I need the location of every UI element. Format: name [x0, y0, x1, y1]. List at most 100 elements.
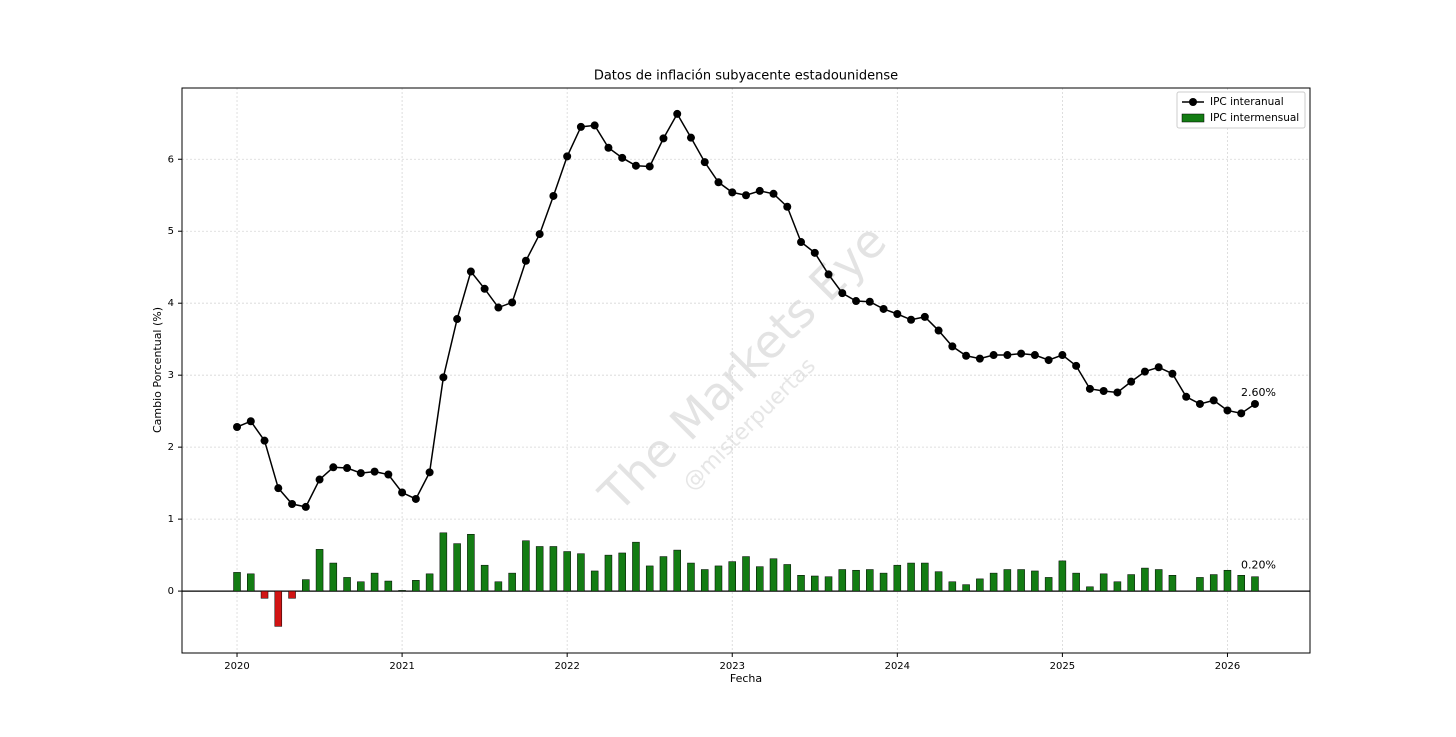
bar — [604, 554, 613, 592]
point — [343, 464, 352, 473]
bar — [673, 549, 681, 592]
point — [1044, 356, 1053, 365]
x-axis-label: Fecha — [730, 672, 762, 685]
point — [1182, 392, 1191, 401]
y-tick-label: 0 — [168, 586, 174, 597]
bar — [549, 546, 558, 592]
bar — [370, 572, 379, 592]
point — [398, 488, 407, 497]
bar — [838, 569, 847, 592]
y-tick-label: 6 — [168, 154, 174, 165]
bar — [1251, 576, 1259, 592]
bar — [233, 572, 241, 592]
legend-box — [1176, 91, 1306, 129]
point — [1154, 363, 1163, 372]
bar — [508, 572, 516, 592]
bar — [425, 573, 434, 592]
bar — [522, 540, 530, 592]
y-tick-label: 1 — [168, 514, 174, 525]
bar — [398, 590, 406, 592]
point — [1017, 349, 1026, 358]
bar — [563, 551, 571, 592]
bar — [1141, 567, 1149, 592]
point — [260, 436, 269, 445]
bar — [315, 549, 324, 592]
bar — [687, 562, 695, 592]
point — [948, 342, 957, 351]
bar — [302, 579, 310, 592]
bar — [811, 575, 819, 592]
point — [865, 297, 874, 306]
bar — [852, 569, 860, 592]
point — [1085, 384, 1094, 393]
point — [645, 162, 654, 171]
bar — [288, 590, 296, 599]
bar — [453, 543, 461, 592]
point — [563, 152, 572, 161]
bar — [1086, 586, 1094, 592]
point — [975, 354, 984, 363]
bar — [1058, 560, 1067, 592]
point — [673, 109, 682, 118]
x-tick-label: 2024 — [885, 661, 910, 672]
bar — [1209, 574, 1218, 592]
point — [576, 122, 585, 131]
bar — [618, 552, 626, 592]
x-tick-label: 2026 — [1215, 661, 1240, 672]
point — [1223, 406, 1232, 415]
legend-swatch — [1189, 98, 1197, 106]
x-tick-label: 2020 — [224, 661, 249, 672]
point — [288, 500, 297, 509]
point — [246, 417, 255, 426]
plot-frame — [181, 87, 1311, 654]
bar — [893, 564, 902, 592]
point — [535, 230, 544, 239]
line — [236, 112, 1256, 508]
bar — [742, 556, 750, 592]
point — [797, 238, 806, 247]
point — [1099, 387, 1108, 396]
bar — [645, 565, 654, 592]
point — [824, 270, 833, 279]
value-label: 2.60% — [1241, 386, 1276, 399]
point — [631, 161, 640, 170]
point — [521, 256, 530, 265]
point — [604, 143, 613, 152]
point — [1058, 351, 1067, 360]
bar — [907, 562, 915, 592]
point — [439, 373, 448, 382]
bar — [1017, 569, 1025, 592]
bar — [948, 581, 957, 592]
bar — [384, 580, 393, 592]
bar — [1044, 577, 1053, 592]
bar — [989, 572, 998, 592]
point — [1195, 399, 1204, 408]
point — [783, 202, 792, 211]
point — [920, 312, 929, 321]
point — [1072, 361, 1081, 370]
point — [466, 267, 475, 276]
x-tick-label: 2021 — [389, 661, 414, 672]
point — [810, 248, 819, 257]
bar — [260, 590, 269, 599]
bar — [756, 566, 764, 592]
legend-swatch — [1181, 113, 1205, 123]
legend-label: IPC interanual — [1210, 96, 1284, 108]
x-tick-label: 2023 — [720, 661, 745, 672]
bar — [274, 590, 283, 627]
y-axis-label: Cambio Porcentual (%) — [151, 307, 164, 433]
bar — [728, 561, 736, 592]
bar — [1099, 573, 1108, 592]
bar — [467, 533, 475, 592]
point — [1113, 388, 1122, 397]
bar — [700, 569, 709, 592]
bar — [1168, 575, 1177, 592]
bar — [480, 564, 489, 592]
point — [453, 315, 462, 324]
bar — [1196, 577, 1204, 592]
bar — [343, 577, 351, 592]
chart-title: Datos de inflación subyacente estadounid… — [594, 69, 898, 84]
bar — [247, 573, 255, 592]
point — [934, 326, 943, 335]
